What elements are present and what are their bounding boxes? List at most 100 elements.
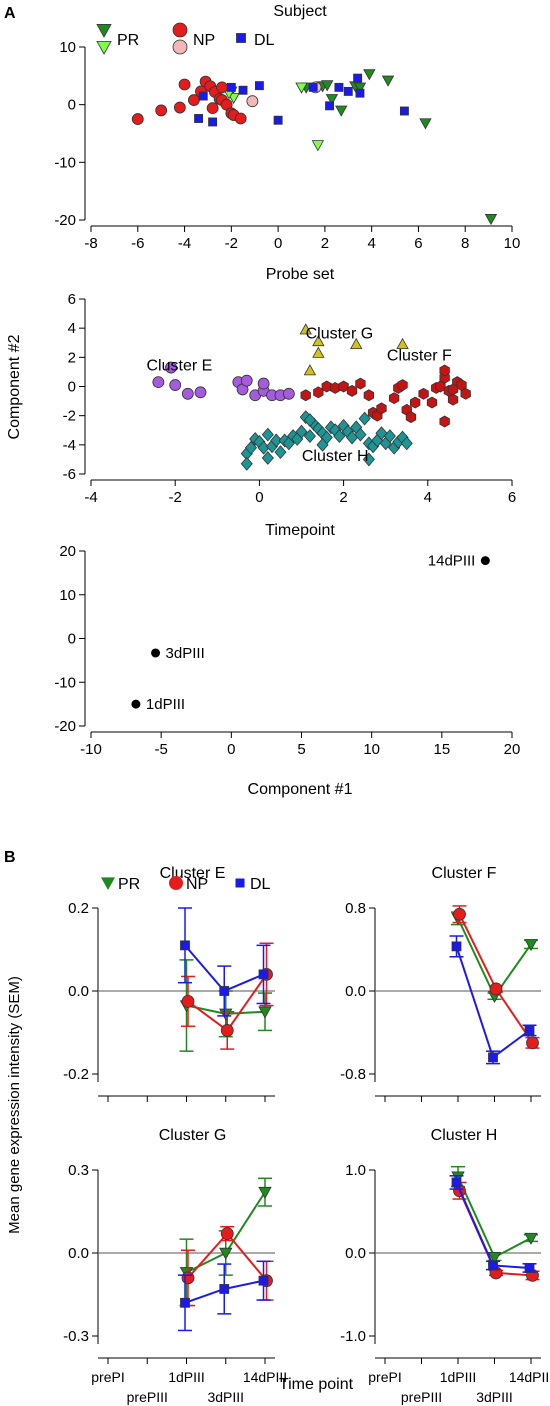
chart-b-e-point-dl	[219, 986, 230, 996]
a2-point-cluster-f	[426, 396, 438, 409]
a2-point-cluster-f	[346, 384, 358, 397]
chart-a3-xtick-label: -10	[80, 741, 102, 758]
chart-b-g-xtick-label: prePI	[91, 1369, 124, 1385]
a2-point-cluster-f	[355, 377, 366, 390]
a2-point-cluster-f	[447, 393, 459, 406]
a2-point-cluster-h	[274, 445, 287, 460]
a2-point-cluster-h	[316, 437, 329, 452]
chart-b-e-ytick-label: 0.0	[68, 983, 89, 1000]
a2-point-cluster-g	[303, 364, 317, 376]
a1-point-dl	[334, 82, 344, 92]
chart-b-g-ytick-label: 0.3	[68, 1162, 89, 1179]
chart-a1-xtick-label: -2	[225, 235, 238, 252]
chart-a1-xtick-label: 8	[461, 235, 469, 252]
chart-a1-xtick-label: -6	[131, 235, 144, 252]
chart-a3-ytick-label: -10	[54, 674, 76, 691]
a2-point-cluster-h	[295, 424, 308, 439]
chart-b-f-point-dl	[488, 1052, 498, 1063]
chart-b-h-line-pr	[457, 1176, 532, 1259]
a2-point-cluster-e	[240, 374, 253, 387]
a1-point-dl	[226, 82, 236, 92]
panel-label-a: A	[4, 5, 16, 22]
a2-point-cluster-e	[257, 377, 270, 390]
a1-point-dl	[399, 106, 409, 116]
chart-b-e-ytick-label: 0.2	[68, 900, 89, 917]
chart-b-e: Cluster E-0.20.00.2PR NP DL	[63, 865, 275, 1102]
chart-a2-ytick-label: 6	[68, 291, 76, 308]
chart-b-h-xtick-label: 1dPIII	[440, 1369, 477, 1385]
a2-point-cluster-h	[333, 429, 346, 444]
a2-point-cluster-h	[240, 456, 253, 471]
chart-b-g-xtick-label: prePIII	[127, 1389, 168, 1405]
chart-b-e-point-np	[220, 1024, 234, 1037]
chart-b-h-point-dl	[451, 1177, 462, 1188]
a2-point-cluster-e	[152, 376, 165, 389]
chart-b-h-title: Cluster H	[431, 1127, 498, 1144]
chart-a1-xlabel: Probe set	[266, 266, 335, 283]
a1-point-np	[173, 101, 186, 114]
legend-b-marker-pr	[101, 877, 115, 890]
a2-point-cluster-f	[439, 364, 450, 377]
a2-point-cluster-f	[439, 415, 450, 428]
chart-a1-xtick-label: 6	[414, 235, 422, 252]
chart-a2-ytick-label: -2	[63, 408, 76, 425]
a3-point-label: 3dPIII	[166, 645, 205, 662]
a2-point-cluster-g	[299, 323, 312, 335]
a2-point-cluster-g	[350, 337, 363, 350]
chart-b-g-title: Cluster G	[159, 1127, 227, 1144]
chart-a2-xtick-label: 2	[339, 489, 347, 506]
legend-marker-pr	[96, 23, 112, 38]
chart-b-h-ytick-label: 1.0	[345, 1162, 366, 1179]
a2-point-cluster-h	[354, 427, 367, 442]
chart-a2-ytick-label: -6	[63, 466, 76, 483]
a1-point-np	[234, 112, 247, 125]
chart-b-f: Cluster F -0.8 0.0 0.8	[340, 865, 541, 1102]
chart-b-g-point-dl	[258, 1275, 269, 1286]
chart-b-g-ytick-label: -0.3	[63, 1328, 89, 1345]
a3-point-label: 1dPIII	[146, 696, 185, 713]
chart-b-f-title: Cluster F	[432, 865, 497, 882]
a1-point-dl	[194, 114, 204, 123]
a1-point-dl	[198, 91, 208, 101]
legend-label-pr: PR	[117, 32, 139, 49]
a1-point-dl	[208, 117, 218, 127]
chart-b-f-line-np	[458, 913, 534, 1044]
legend-marker-np	[172, 22, 188, 38]
legend-b-label-pr: PR	[118, 876, 140, 893]
a1-point-pr	[321, 80, 334, 92]
a1-point-np	[206, 102, 219, 115]
chart-a2-xtick-label: 0	[255, 489, 263, 506]
a1-point-dl	[355, 88, 365, 98]
a2-point-cluster-f	[460, 387, 471, 400]
a2-point-cluster-e	[165, 361, 177, 374]
chart-a2-xtick-label: -2	[169, 489, 182, 506]
a1-point-pr	[363, 69, 376, 81]
chart-b-h-ytick-label: 0.0	[345, 1245, 366, 1262]
a1-point-np	[131, 113, 144, 125]
chart-b-f-ytick-label: 0.0	[345, 983, 366, 1000]
chart-b-h-xtick-label: prePIII	[401, 1389, 442, 1405]
chart-b-h-xtick-label: prePI	[368, 1369, 401, 1385]
chart-a3-ytick-label: 0	[68, 631, 76, 648]
a2-point-cluster-f	[435, 380, 446, 393]
chart-a3-xlabel: Component #1	[248, 781, 353, 798]
a2-point-cluster-h	[303, 429, 316, 444]
chart-a2-ytick-label: -4	[63, 437, 76, 454]
a2-point-cluster-h	[261, 451, 274, 465]
chart-a3-ytick-label: -20	[54, 718, 76, 735]
annotation-cluster-f: Cluster F	[387, 347, 452, 364]
a1-point-dl	[325, 101, 335, 111]
chart-b-xlabel: Time point	[279, 1376, 354, 1393]
chart-a1-ytick-label: 10	[59, 39, 76, 56]
chart-a1-ytick-label: -20	[54, 212, 76, 229]
chart-b-f-point-dl	[524, 1025, 535, 1036]
a2-point-cluster-h	[383, 429, 396, 444]
legend-b-label-dl: DL	[250, 876, 271, 893]
a1-point-dl	[353, 73, 363, 83]
chart-b-f-point-dl	[451, 941, 462, 952]
a1-point-dl	[254, 81, 264, 91]
legend-b-label-np: NP	[186, 876, 208, 893]
chart-a1-xtick-label: -4	[178, 235, 191, 252]
a2-point-cluster-e	[194, 386, 207, 399]
